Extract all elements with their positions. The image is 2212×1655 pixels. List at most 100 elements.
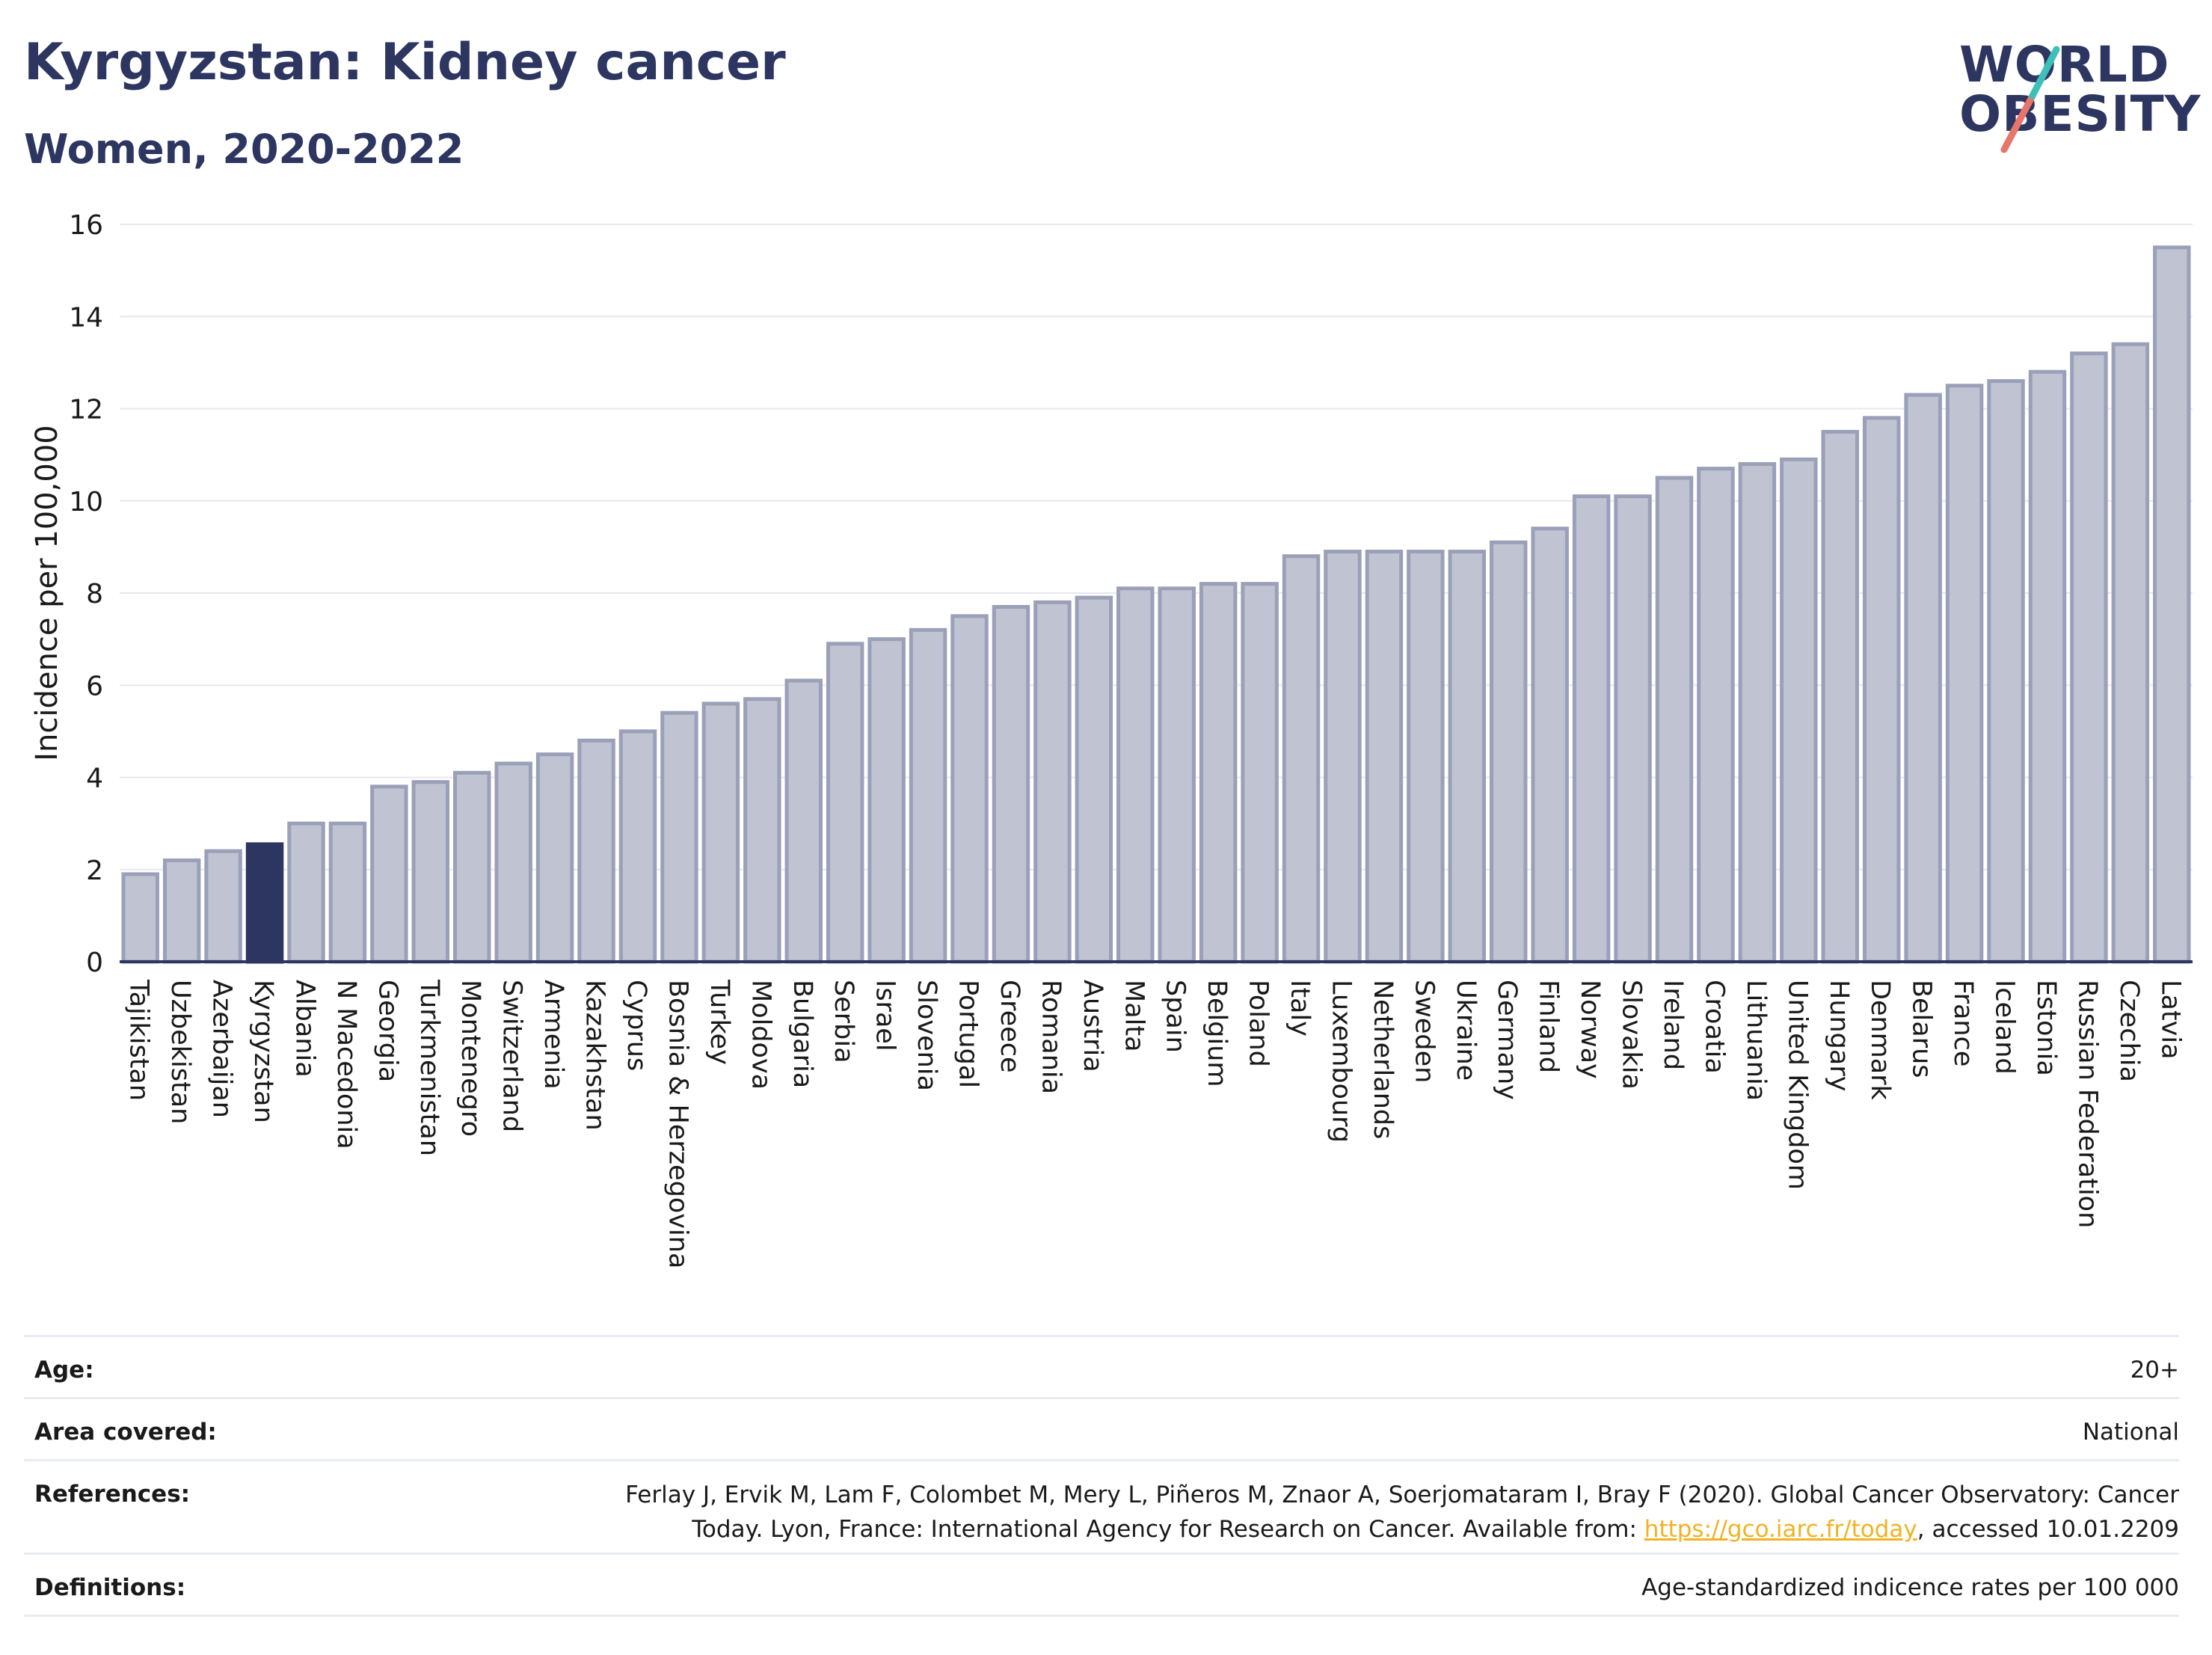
age-value: 20+ [2130,1357,2179,1384]
bar-iceland[interactable] [1987,379,2025,964]
bar-latvia[interactable] [2153,245,2191,964]
bar-turkey[interactable] [701,701,740,964]
bar-belgium[interactable] [1199,582,1238,964]
bar-finland[interactable] [1531,526,1569,964]
y-tick-label: 0 [86,948,103,978]
bar-greece[interactable] [992,604,1030,964]
bar-hungary[interactable] [1821,429,1859,964]
bar-uzbekistan[interactable] [162,858,201,964]
bar-turkmenistan[interactable] [411,780,450,964]
y-tick-label: 4 [86,764,103,794]
bar-russian-federation[interactable] [2070,351,2108,964]
x-tick-label: France [1948,980,1978,1066]
x-tick-label: Luxembourg [1326,980,1356,1143]
x-tick-label: Spain [1161,980,1191,1053]
x-tick-label: Cyprus [621,980,651,1071]
bar-slovenia[interactable] [909,627,947,964]
bar-belarus[interactable] [1904,393,1942,964]
bar-israel[interactable] [867,637,906,964]
bar-ireland[interactable] [1655,476,1694,964]
y-tick-label: 16 [69,210,103,241]
bar-azerbaijan[interactable] [204,849,242,964]
bar-tajikistan[interactable] [121,872,159,964]
bar-moldova[interactable] [743,697,781,964]
bar-portugal[interactable] [950,614,989,964]
bar-malta[interactable] [1116,586,1155,964]
x-tick-label: Russian Federation [2072,980,2102,1228]
bar-montenegro[interactable] [453,770,491,964]
bar-armenia[interactable] [535,752,574,964]
bar-croatia[interactable] [1697,467,1735,964]
references-line-2-pre: Today. Lyon, France: International Agenc… [692,1516,1644,1543]
x-tick-label: Germany [1492,980,1522,1100]
x-tick-label: Belarus [1907,980,1937,1078]
bar-switzerland[interactable] [494,761,532,964]
bar-cyprus[interactable] [618,729,657,964]
bar-bulgaria[interactable] [784,678,823,964]
bar-romania[interactable] [1033,600,1072,964]
references-label: References: [34,1481,191,1508]
bar-serbia[interactable] [826,642,864,964]
info-row-references: References: Ferlay J, Ervik M, Lam F, Co… [24,1459,2179,1553]
info-table: Age: 20+ Area covered: National Referenc… [24,1335,2179,1617]
bar-chart: 0 2 4 6 8 10 12 14 16 Incidence per 100,000 Tajiki… [30,210,2193,1268]
bar-norway[interactable] [1572,494,1611,964]
bar-czechia[interactable] [2111,342,2150,964]
bar-georgia[interactable] [370,784,408,964]
x-tick-label: Croatia [1699,980,1729,1074]
x-tick-label: Georgia [372,980,402,1082]
x-tick-label: Moldova [746,980,775,1090]
x-tick-label: Czechia [2114,980,2144,1082]
bar-france[interactable] [1945,384,1984,964]
x-tick-label: Switzerland [497,980,527,1132]
references-link[interactable]: https://gco.iarc.fr/today [1644,1516,1917,1543]
x-tick-label: Serbia [829,980,858,1063]
x-tick-label: Poland [1244,980,1274,1067]
x-tick-label: Turkmenistan [414,979,444,1156]
x-tick-label: Greece [995,980,1024,1073]
x-tick-label: Ukraine [1451,980,1481,1081]
bar-estonia[interactable] [2028,369,2067,964]
x-tick-label: Uzbekistan [165,980,195,1124]
x-tick-label: Netherlands [1368,980,1398,1139]
logo-line-2: OBESITY [1959,85,2202,143]
bar-kyrgyzstan[interactable] [245,842,284,964]
bar-austria[interactable] [1075,595,1113,964]
bar-luxembourg[interactable] [1324,550,1362,964]
y-tick-label: 10 [69,487,103,518]
bar-netherlands[interactable] [1365,550,1404,964]
x-tick-label: Iceland [1990,980,2020,1075]
page-subtitle: Women, 2020-2022 [24,126,464,173]
x-tick-label: Hungary [1824,980,1854,1091]
logo-slash-icon [2000,46,2060,153]
bar-united-kingdom[interactable] [1780,457,1818,964]
x-tick-label: Portugal [953,980,983,1088]
info-row-definitions: Definitions: Age-standardized indicence … [24,1553,2179,1617]
x-tick-label: Slovenia [912,980,941,1091]
bar-albania[interactable] [287,821,325,964]
x-tick-label: Estonia [2031,980,2061,1076]
bar-lithuania[interactable] [1738,461,1777,964]
bar-germany[interactable] [1490,540,1528,964]
bar-slovakia[interactable] [1614,494,1652,964]
x-tick-label: Kazakhstan [580,980,610,1131]
bar-sweden[interactable] [1407,550,1445,964]
x-tick-label: Kyrgyzstan [248,980,278,1123]
info-row-area: Area covered: National [24,1397,2179,1459]
bar-bosnia-herzegovina[interactable] [660,710,698,964]
bar-denmark[interactable] [1862,416,1901,964]
x-tick-label: Slovakia [1617,980,1647,1090]
bar-kazakhstan[interactable] [577,738,615,964]
bar-spain[interactable] [1158,586,1196,964]
references-line-2-post: , accessed 10.01.2209 [1917,1516,2179,1543]
bar-ukraine[interactable] [1448,550,1487,964]
bar-n-macedonia[interactable] [328,821,367,964]
x-tick-label: Finland [1534,980,1564,1073]
x-tick-label: Turkey [704,979,734,1065]
logo-line-1: WORLD [1959,36,2170,93]
x-tick-label: Israel [870,980,900,1051]
bar-italy[interactable] [1282,554,1321,964]
bar-poland[interactable] [1241,582,1279,964]
y-axis-label: Incidence per 100,000 [30,425,64,761]
x-tick-label: Sweden [1409,980,1439,1083]
